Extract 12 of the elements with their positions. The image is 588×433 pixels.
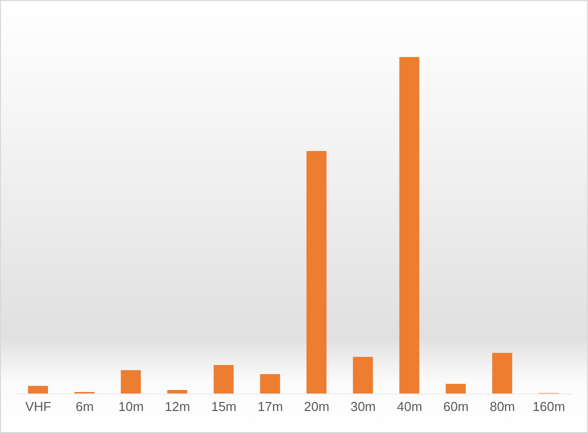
- x-tick-label: 60m: [443, 399, 469, 414]
- x-tick-label: 10m: [118, 399, 144, 414]
- x-tick-label: 12m: [164, 399, 190, 414]
- x-tick-label: 30m: [350, 399, 376, 414]
- x-tick-label: 15m: [211, 399, 237, 414]
- x-tick-label: VHF: [25, 399, 52, 414]
- x-tick-label: 40m: [396, 399, 422, 414]
- x-tick-label: 6m: [76, 399, 94, 414]
- x-tick-label: 20m: [304, 399, 330, 414]
- x-tick-label: 17m: [258, 399, 283, 414]
- x-tick-label: 160m: [532, 399, 566, 414]
- x-tick-label: 80m: [490, 399, 516, 414]
